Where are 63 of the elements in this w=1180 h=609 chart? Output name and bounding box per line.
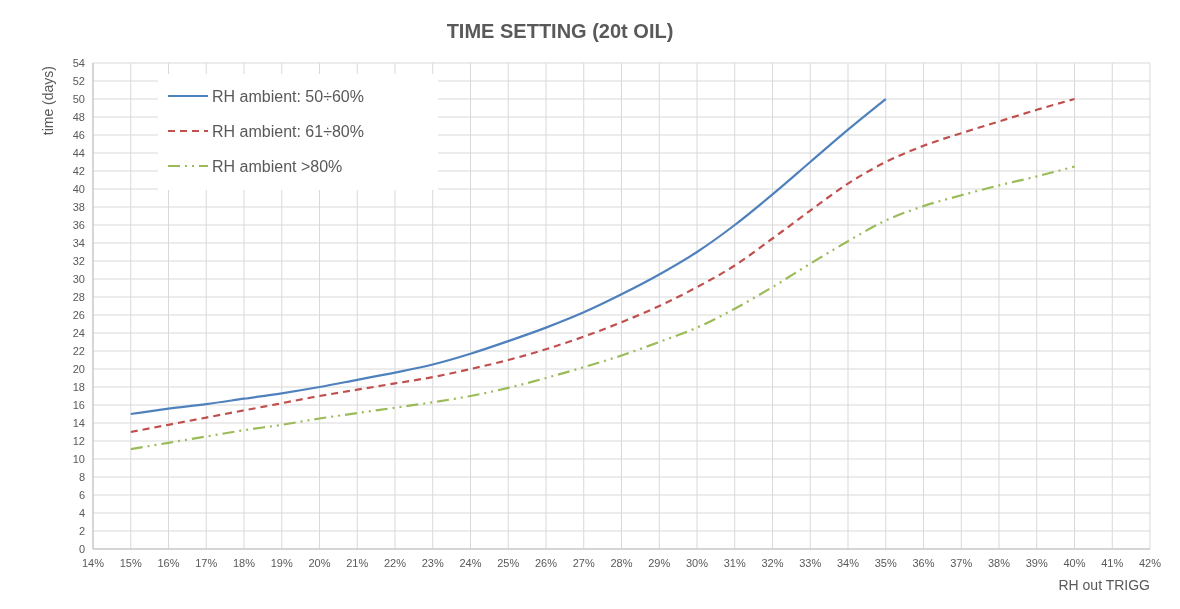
y-tick-label: 12 [72,435,85,447]
y-tick-label: 26 [72,309,85,321]
y-tick-label: 16 [72,399,85,411]
y-tick-label: 36 [72,219,85,231]
x-tick-label: 41% [1101,557,1124,569]
x-tick-label: 19% [270,557,293,569]
x-tick-label: 23% [421,557,444,569]
x-tick-label: 16% [157,557,180,569]
y-tick-label: 0 [78,543,85,555]
x-tick-label: 37% [950,557,973,569]
y-tick-label: 24 [72,327,85,339]
x-tick-label: 25% [497,557,520,569]
y-tick-label: 34 [72,237,85,249]
legend-label: RH ambient >80% [212,158,343,175]
y-tick-label: 28 [72,291,85,303]
x-tick-label: 31% [723,557,746,569]
y-tick-label: 4 [78,507,85,519]
y-tick-label: 46 [72,129,85,141]
y-tick-label: 14 [72,417,85,429]
x-tick-label: 18% [232,557,256,569]
x-tick-label: 27% [572,557,595,569]
chart-title: TIME SETTING (20t OIL) [446,20,674,42]
y-tick-label: 48 [72,111,85,123]
legend-label: RH ambient: 61÷80% [212,123,364,140]
y-tick-label: 20 [72,363,85,375]
x-tick-label: 28% [610,557,633,569]
y-tick-label: 52 [72,75,85,87]
y-tick-label: 40 [72,183,85,195]
y-tick-label: 8 [78,471,85,483]
y-tick-label: 54 [72,57,85,69]
y-tick-label: 22 [72,345,85,357]
y-axis-title: time (days) [40,66,56,136]
x-tick-label: 21% [346,557,369,569]
y-tick-label: 32 [72,255,85,267]
x-tick-label: 32% [761,557,784,569]
y-tick-label: 42 [72,165,85,177]
x-tick-label: 33% [799,557,822,569]
x-tick-label: 42% [1138,557,1162,569]
y-tick-label: 2 [78,525,85,537]
x-axis-title: RH out TRIGG [1058,577,1150,593]
x-tick-label: 40% [1063,557,1086,569]
x-tick-label: 20% [308,557,331,569]
x-tick-label: 30% [685,557,709,569]
x-tick-label: 35% [874,557,897,569]
x-tick-label: 17% [195,557,218,569]
x-tick-label: 15% [119,557,142,569]
x-tick-label: 22% [383,557,407,569]
y-tick-label: 10 [72,453,85,465]
y-tick-label: 18 [72,381,85,393]
x-tick-label: 29% [648,557,671,569]
x-tick-label: 26% [534,557,558,569]
y-tick-label: 38 [72,201,85,213]
x-tick-label: 39% [1025,557,1048,569]
y-tick-label: 44 [72,147,85,159]
x-tick-label: 38% [987,557,1011,569]
y-tick-label: 30 [72,273,85,285]
x-tick-label: 36% [912,557,935,569]
legend-label: RH ambient: 50÷60% [212,88,364,105]
y-tick-label: 6 [78,489,85,501]
x-tick-label: 24% [459,557,482,569]
y-tick-label: 50 [72,93,85,105]
x-tick-label: 34% [836,557,860,569]
x-tick-label: 14% [81,557,105,569]
